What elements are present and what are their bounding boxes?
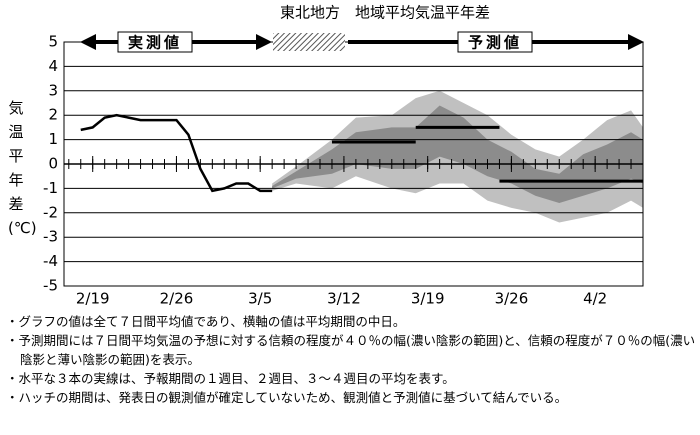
y-tick-label: 1: [48, 130, 58, 148]
y-axis-label: 気温平年差(℃): [8, 99, 37, 237]
x-tick-label: 3/12: [327, 290, 361, 308]
label-box: [457, 31, 533, 53]
x-tick-label: 3/5: [248, 290, 272, 308]
y-tick-label: -1: [43, 179, 58, 197]
confidence-band: [272, 105, 643, 204]
y-tick-label: 4: [48, 57, 58, 75]
x-tick-label: 3/19: [411, 290, 445, 308]
observed-line: [80, 113, 273, 193]
period-header: 実測値 予測値: [80, 31, 644, 53]
x-tick-label: 2/26: [160, 290, 194, 308]
label-box: [117, 31, 193, 53]
note: 水平な３本の実線は、予報期間の１週目、２週目、３～４週目の平均を表す。: [6, 369, 696, 388]
y-tick-label: -3: [43, 228, 58, 246]
forecast-label: 予測値: [468, 34, 522, 52]
y-tick-label: 2: [48, 106, 58, 124]
plot-area: [63, 41, 644, 287]
arrow-head: [256, 34, 272, 50]
note: 予測期間には７日間平均気温の予想に対する信頼の程度が４０％の幅(濃い陰影の範囲)…: [6, 331, 696, 369]
note: グラフの値は全て７日間平均値であり、横軸の値は平均期間の中日。: [6, 312, 696, 331]
y-tick-label: 3: [48, 81, 58, 99]
x-tick-label: 3/26: [495, 290, 529, 308]
note: ハッチの期間は、発表日の観測値が確定していないため、観測値と予測値に基づいて結ん…: [6, 388, 696, 407]
observed-label: 実測値: [128, 34, 182, 52]
y-tick-label: -4: [43, 252, 58, 270]
y-tick-label: -2: [43, 203, 58, 221]
hatched-period: [273, 33, 345, 51]
chart-title: 東北地方 地域平均気温平年差: [280, 4, 490, 22]
x-tick-label: 4/2: [583, 290, 607, 308]
notes: グラフの値は全て７日間平均値であり、横軸の値は平均期間の中日。予測期間には７日間…: [6, 312, 696, 407]
y-tick-label: 5: [48, 33, 58, 51]
arrow-head: [80, 34, 96, 50]
y-tick-label: 0: [48, 155, 58, 173]
y-tick-label: -5: [43, 277, 58, 295]
arrow-head: [628, 34, 644, 50]
x-tick-label: 2/19: [76, 290, 110, 308]
chart: 東北地方 地域平均気温平年差 実測値 予測値 -5 -4 -3 -2 -1 0 1 2 3 4 5 2…: [43, 4, 644, 308]
